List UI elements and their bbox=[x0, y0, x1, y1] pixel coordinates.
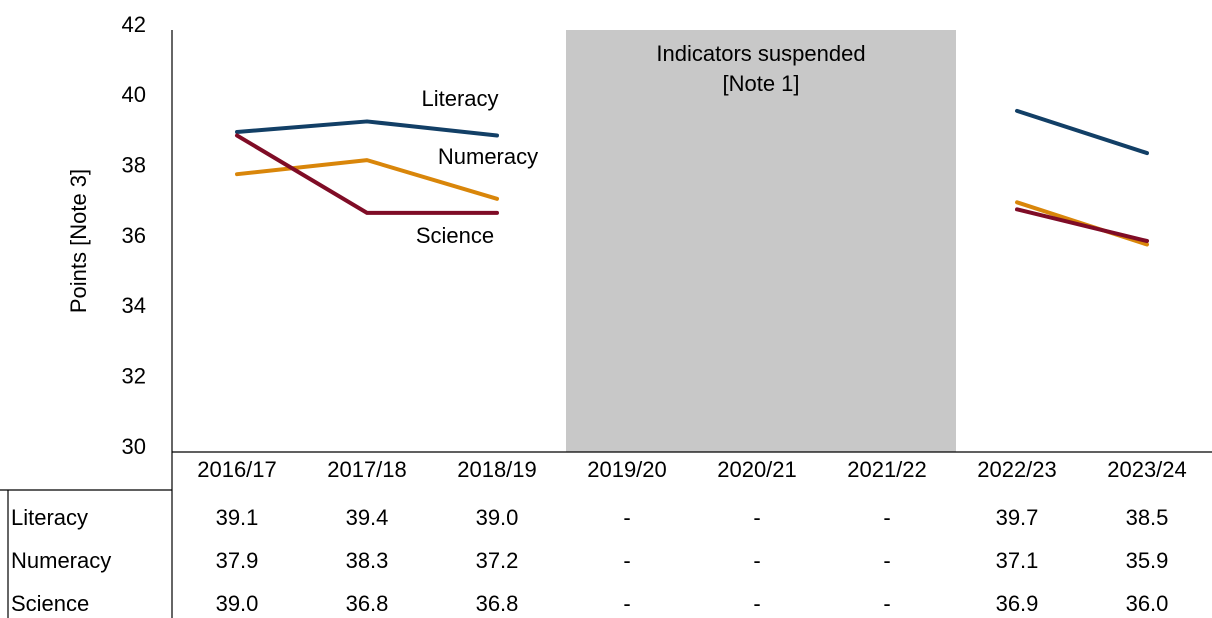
y-tick-label: 36 bbox=[122, 223, 146, 248]
x-tick-label: 2020/21 bbox=[717, 457, 797, 482]
table-cell: - bbox=[883, 591, 890, 616]
table-cell: - bbox=[623, 591, 630, 616]
table-cell: 36.0 bbox=[1126, 591, 1169, 616]
x-tick-label: 2022/23 bbox=[977, 457, 1057, 482]
table-cell: 36.9 bbox=[996, 591, 1039, 616]
table-cell: 39.4 bbox=[346, 505, 389, 530]
y-axis-label: Points [Note 3] bbox=[66, 169, 91, 313]
table-cell: 39.7 bbox=[996, 505, 1039, 530]
table-cell: 37.1 bbox=[996, 548, 1039, 573]
series-line bbox=[235, 133, 1149, 243]
table-row-header: Numeracy bbox=[11, 548, 111, 573]
table-cell: - bbox=[753, 505, 760, 530]
y-tick-label: 40 bbox=[122, 82, 146, 107]
table-cell: 35.9 bbox=[1126, 548, 1169, 573]
x-tick-label: 2021/22 bbox=[847, 457, 927, 482]
x-tick-label: 2017/18 bbox=[327, 457, 407, 482]
series-label: Science bbox=[416, 223, 494, 248]
table-cell: 37.9 bbox=[216, 548, 259, 573]
table-cell: 38.5 bbox=[1126, 505, 1169, 530]
table-cell: - bbox=[623, 548, 630, 573]
table-cell: 36.8 bbox=[346, 591, 389, 616]
x-tick-label: 2019/20 bbox=[587, 457, 667, 482]
y-tick-label: 42 bbox=[122, 12, 146, 37]
table-row-header: Science bbox=[11, 591, 89, 616]
x-tick-label: 2016/17 bbox=[197, 457, 277, 482]
table-row-header: Literacy bbox=[11, 505, 88, 530]
series-label: Numeracy bbox=[438, 144, 538, 169]
y-tick-label: 30 bbox=[122, 434, 146, 459]
table-cell: - bbox=[883, 548, 890, 573]
x-tick-label: 2018/19 bbox=[457, 457, 537, 482]
series-line bbox=[235, 108, 1149, 156]
table-cell: 36.8 bbox=[476, 591, 519, 616]
y-tick-label: 38 bbox=[122, 152, 146, 177]
y-tick-label: 32 bbox=[122, 363, 146, 388]
table-cell: - bbox=[753, 591, 760, 616]
table-cell: 38.3 bbox=[346, 548, 389, 573]
table-cell: 37.2 bbox=[476, 548, 519, 573]
table-cell: 39.0 bbox=[216, 591, 259, 616]
table-cell: - bbox=[623, 505, 630, 530]
shaded-region bbox=[566, 30, 956, 452]
annotation: Indicators suspended bbox=[656, 41, 865, 66]
table-cell: - bbox=[883, 505, 890, 530]
table-cell: 39.1 bbox=[216, 505, 259, 530]
table-cell: - bbox=[753, 548, 760, 573]
y-tick-label: 34 bbox=[122, 293, 146, 318]
series-label: Literacy bbox=[421, 86, 498, 111]
table-cell: 39.0 bbox=[476, 505, 519, 530]
x-tick-label: 2023/24 bbox=[1107, 457, 1187, 482]
annotation: [Note 1] bbox=[722, 71, 799, 96]
